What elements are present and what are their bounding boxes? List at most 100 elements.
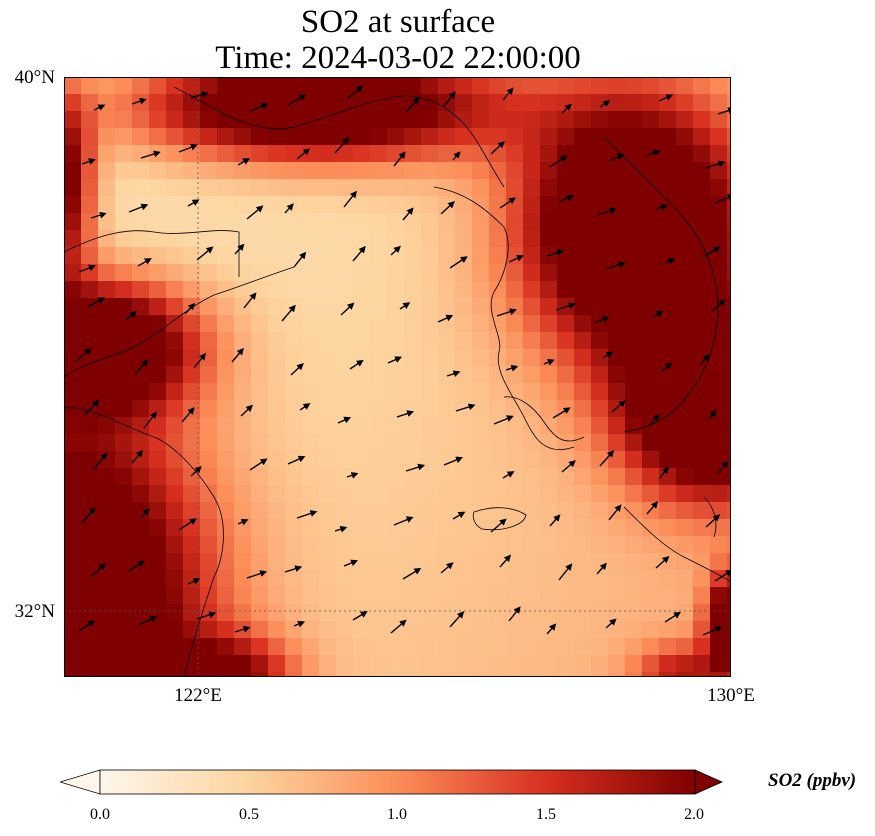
wind-arrow bbox=[661, 362, 673, 372]
wind-arrow bbox=[396, 410, 415, 418]
wind-arrow bbox=[284, 203, 294, 214]
wind-arrow bbox=[493, 415, 514, 425]
wind-arrow bbox=[190, 91, 209, 99]
wind-arrow bbox=[334, 137, 350, 154]
wind-arrow bbox=[84, 399, 100, 416]
wind-arrow bbox=[234, 243, 245, 255]
wind-vectors bbox=[75, 85, 731, 636]
wind-arrow bbox=[390, 245, 401, 256]
wind-arrow bbox=[352, 611, 368, 621]
wind-arrow bbox=[81, 158, 96, 165]
wind-arrow bbox=[702, 246, 721, 258]
wind-arrow bbox=[90, 562, 107, 578]
wind-arrow bbox=[664, 611, 681, 623]
wind-arrow bbox=[349, 359, 364, 370]
wind-arrow bbox=[296, 510, 318, 519]
wind-arrow bbox=[334, 525, 348, 533]
wind-arrow bbox=[346, 472, 359, 479]
wind-arrow bbox=[490, 518, 507, 533]
wind-arrow bbox=[140, 150, 161, 159]
lon-tick-130: 130°E bbox=[707, 685, 755, 706]
wind-arrow bbox=[187, 578, 201, 585]
wind-arrow bbox=[658, 94, 674, 102]
wind-arrow bbox=[293, 620, 305, 628]
wind-arrow bbox=[440, 201, 455, 215]
wind-arrow bbox=[611, 400, 626, 413]
wind-arrow bbox=[596, 562, 607, 575]
wind-arrow bbox=[387, 356, 402, 364]
wind-arrow bbox=[134, 359, 149, 375]
wind-arrow bbox=[502, 471, 515, 479]
wind-arrow bbox=[343, 559, 358, 567]
colorbar-tick-0: 0.0 bbox=[90, 806, 110, 823]
wind-arrow bbox=[499, 197, 516, 209]
colorbar-gradient bbox=[99, 769, 696, 795]
wind-arrow bbox=[555, 302, 576, 311]
wind-arrow bbox=[543, 358, 555, 366]
wind-arrow bbox=[75, 347, 92, 362]
wind-arrow bbox=[658, 466, 669, 480]
wind-arrow bbox=[593, 316, 610, 324]
wind-arrow bbox=[405, 463, 426, 472]
wind-arrow bbox=[346, 85, 364, 100]
lat-tick-32: 32°N bbox=[14, 601, 55, 622]
wind-arrow bbox=[231, 347, 244, 363]
wind-arrow bbox=[664, 257, 676, 265]
wind-arrow bbox=[496, 308, 517, 317]
wind-arrow bbox=[402, 567, 422, 580]
wind-arrow bbox=[290, 363, 304, 376]
wind-arrow bbox=[87, 297, 106, 308]
wind-arrow bbox=[90, 211, 107, 219]
so2-concentration-map bbox=[64, 77, 731, 677]
wind-arrow bbox=[399, 302, 411, 310]
wind-arrow bbox=[508, 254, 524, 263]
colorbar-tick-2: 1.0 bbox=[387, 806, 407, 823]
wind-arrow bbox=[393, 516, 414, 526]
wind-arrow bbox=[125, 310, 137, 321]
colorbar-label: SO2 (ppbv) bbox=[768, 770, 857, 791]
wind-arrow bbox=[178, 143, 198, 153]
map-title: SO2 at surface bbox=[300, 4, 496, 40]
wind-arrow bbox=[552, 407, 571, 419]
wind-arrow bbox=[178, 518, 197, 531]
wind-arrow bbox=[455, 403, 476, 412]
wind-arrow bbox=[190, 465, 202, 477]
wind-arrow bbox=[443, 91, 456, 107]
lat-tick-40: 40°N bbox=[14, 67, 55, 88]
wind-arrow bbox=[287, 455, 306, 465]
wind-arrow bbox=[561, 460, 576, 473]
wind-arrow bbox=[711, 299, 726, 312]
wind-arrow bbox=[708, 409, 717, 420]
wind-arrow bbox=[546, 249, 564, 257]
wind-arrow bbox=[655, 555, 670, 569]
wind-arrow bbox=[343, 190, 357, 208]
wind-arrow bbox=[390, 619, 407, 634]
wind-arrow bbox=[393, 151, 406, 167]
wind-arrow bbox=[499, 554, 512, 568]
wind-arrow bbox=[655, 203, 669, 211]
wind-arrow bbox=[449, 611, 465, 628]
wind-arrow bbox=[337, 416, 352, 424]
wind-arrow bbox=[714, 569, 731, 582]
wind-arrow bbox=[558, 563, 573, 581]
wind-arrow bbox=[196, 611, 217, 620]
wind-arrow bbox=[699, 353, 710, 366]
wind-arrow bbox=[652, 310, 664, 318]
wind-arrow bbox=[340, 302, 355, 316]
wind-arrow bbox=[452, 151, 461, 161]
wind-arrow bbox=[508, 606, 521, 622]
wind-arrow bbox=[78, 264, 96, 273]
wind-arrow bbox=[549, 514, 561, 527]
wind-arrow bbox=[196, 246, 214, 261]
wind-arrow bbox=[140, 508, 151, 518]
wind-arrow bbox=[240, 404, 254, 417]
wind-arrow bbox=[143, 411, 158, 429]
wind-arrow bbox=[705, 514, 721, 528]
wind-arrow bbox=[287, 94, 307, 106]
colorbar-tick-4: 2.0 bbox=[684, 806, 704, 823]
wind-arrow bbox=[705, 160, 726, 169]
wind-arrow bbox=[237, 518, 249, 526]
wind-arrow bbox=[296, 148, 311, 160]
wind-arrow bbox=[405, 96, 420, 113]
wind-arrow bbox=[249, 102, 269, 112]
